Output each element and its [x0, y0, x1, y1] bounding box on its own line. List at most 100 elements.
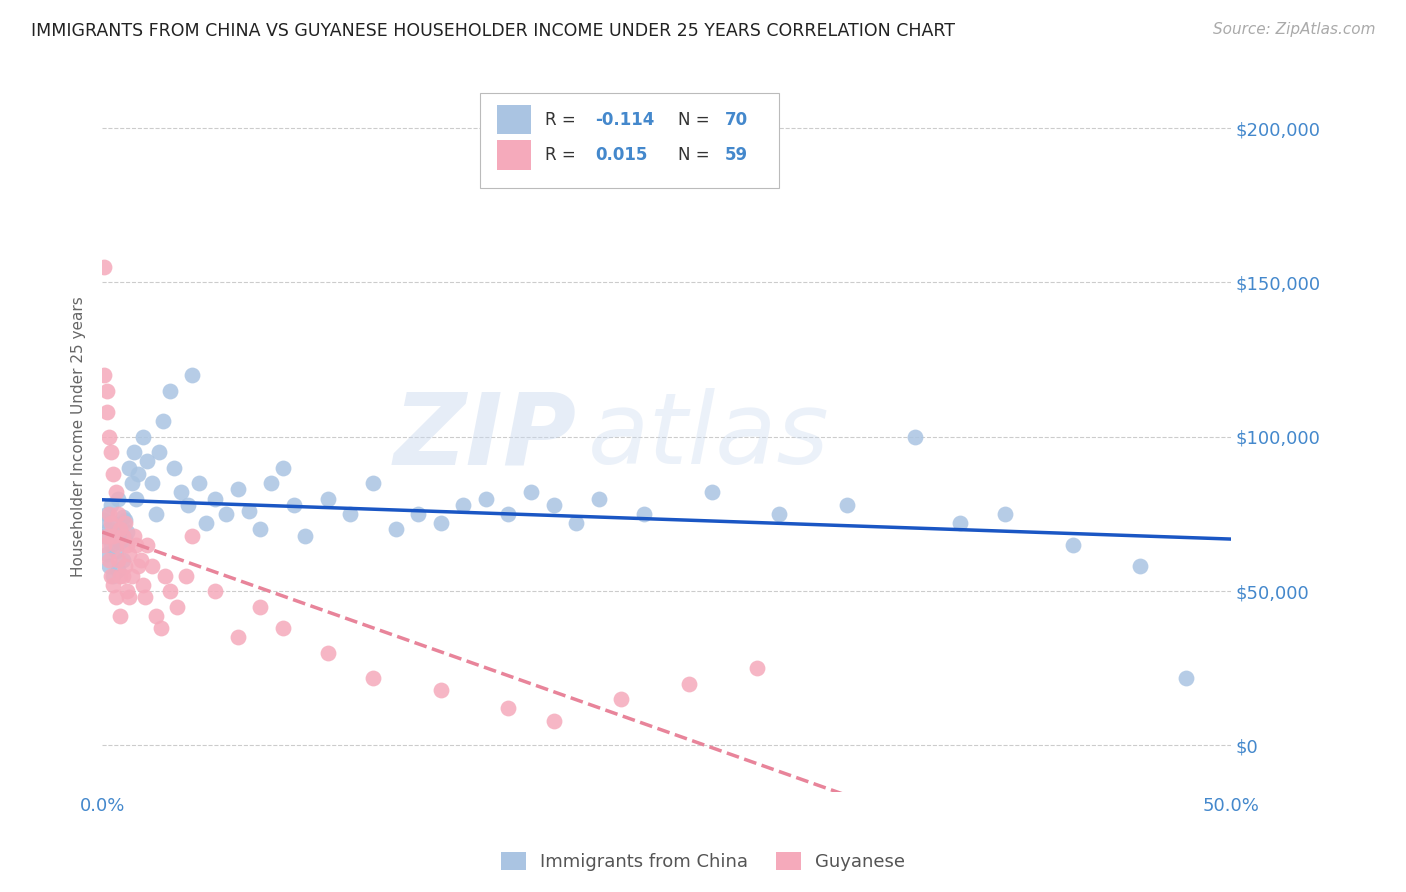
Point — [103, 528, 125, 542]
Point — [149, 621, 172, 635]
Point — [170, 485, 193, 500]
Legend: Immigrants from China, Guyanese: Immigrants from China, Guyanese — [494, 846, 912, 879]
Point — [111, 510, 134, 524]
Point — [100, 516, 122, 531]
Point — [98, 430, 121, 444]
Point — [111, 528, 134, 542]
Point — [177, 498, 200, 512]
Point — [100, 498, 122, 512]
Text: R =: R = — [544, 111, 581, 128]
Point — [768, 507, 790, 521]
Point — [226, 631, 249, 645]
Point — [145, 608, 167, 623]
Point — [118, 460, 141, 475]
FancyBboxPatch shape — [498, 104, 531, 135]
Point — [226, 483, 249, 497]
Point — [429, 682, 451, 697]
Point — [204, 584, 226, 599]
Point — [114, 513, 136, 527]
Point — [107, 553, 129, 567]
Point — [110, 522, 132, 536]
Point — [93, 528, 115, 542]
Point — [115, 525, 138, 540]
Point — [136, 454, 159, 468]
Point — [1062, 538, 1084, 552]
Point — [110, 568, 132, 582]
Point — [271, 621, 294, 635]
Point — [678, 676, 700, 690]
Point — [96, 547, 118, 561]
Point — [994, 507, 1017, 521]
Point — [136, 538, 159, 552]
Point — [96, 384, 118, 398]
Point — [127, 559, 149, 574]
Point — [835, 498, 858, 512]
Point — [152, 414, 174, 428]
Point — [93, 513, 115, 527]
Point — [904, 430, 927, 444]
Point — [520, 485, 543, 500]
Point — [294, 528, 316, 542]
Point — [633, 507, 655, 521]
Point — [498, 701, 520, 715]
Point — [103, 568, 125, 582]
Point — [110, 608, 132, 623]
Point — [1174, 671, 1197, 685]
Point — [181, 528, 204, 542]
Point — [588, 491, 610, 506]
FancyBboxPatch shape — [498, 140, 531, 169]
Point — [174, 568, 197, 582]
Text: 0.015: 0.015 — [595, 146, 648, 164]
Point — [132, 430, 155, 444]
Text: -0.114: -0.114 — [595, 111, 655, 128]
Point — [118, 591, 141, 605]
Point — [121, 476, 143, 491]
Point — [384, 522, 406, 536]
Point — [100, 445, 122, 459]
Point — [155, 568, 177, 582]
Text: N =: N = — [678, 146, 714, 164]
Point — [122, 528, 145, 542]
Point — [104, 485, 127, 500]
Point — [98, 507, 121, 521]
Point — [195, 516, 218, 531]
Point — [498, 507, 520, 521]
Point — [93, 538, 115, 552]
Point — [134, 591, 156, 605]
Point — [125, 538, 148, 552]
Point — [107, 562, 129, 576]
Point — [93, 260, 115, 274]
Point — [188, 476, 211, 491]
Point — [949, 516, 972, 531]
Point — [100, 538, 122, 552]
Point — [121, 568, 143, 582]
Point — [127, 467, 149, 481]
Point — [565, 516, 588, 531]
Point — [96, 528, 118, 542]
Point — [141, 476, 163, 491]
Point — [249, 522, 271, 536]
Point — [271, 460, 294, 475]
Point — [118, 547, 141, 561]
Point — [104, 544, 127, 558]
Point — [361, 671, 384, 685]
Point — [283, 498, 305, 512]
Point — [700, 485, 723, 500]
Text: 59: 59 — [725, 146, 748, 164]
Point — [141, 559, 163, 574]
Point — [316, 491, 339, 506]
Point — [114, 559, 136, 574]
Point — [132, 578, 155, 592]
Point — [96, 507, 118, 521]
Point — [111, 553, 134, 567]
Point — [406, 507, 429, 521]
Point — [260, 476, 283, 491]
Point — [181, 368, 204, 382]
Point — [98, 553, 121, 567]
Point — [114, 516, 136, 531]
Y-axis label: Householder Income Under 25 years: Householder Income Under 25 years — [72, 296, 86, 577]
Point — [163, 460, 186, 475]
Text: Source: ZipAtlas.com: Source: ZipAtlas.com — [1212, 22, 1375, 37]
Point — [93, 368, 115, 382]
Point — [111, 568, 134, 582]
